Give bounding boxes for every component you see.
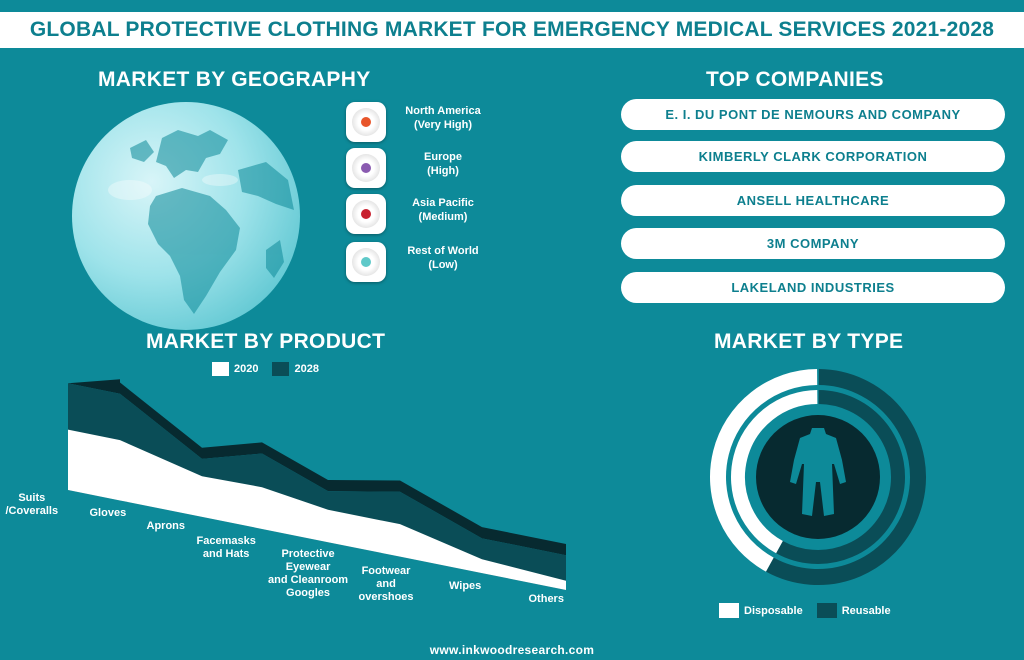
company-pill: 3M COMPANY [621,228,1005,259]
category-label: Aprons [146,520,186,532]
geo-label: Asia Pacific (Medium) [388,196,498,224]
geo-region-name: Rest of World [407,245,479,257]
geography-title: MARKET BY GEOGRAPHY [98,68,371,91]
company-pill: E. I. DU PONT DE NEMOURS AND COMPANY [621,99,1005,130]
type-title: MARKET BY TYPE [714,330,904,353]
legend-swatch-disposable [719,603,739,618]
geo-badge-icon [346,194,386,234]
geo-item: North America (Very High) [346,102,506,142]
category-label: Footwear and overshoes [358,565,414,603]
company-pill: KIMBERLY CLARK CORPORATION [621,141,1005,172]
disposable-arc [731,390,818,554]
category-label: Protective Eyewear and Cleanroom Googles [268,548,349,599]
legend-swatch-2028 [272,362,290,376]
geo-badge-icon [346,148,386,188]
geo-label: North America (Very High) [388,104,498,132]
legend-label-disposable: Disposable [744,604,803,617]
geo-region-name: Europe [424,151,462,163]
globe-icon [72,102,300,330]
product-area-chart [68,379,566,590]
geo-badge-icon [346,102,386,142]
geo-label: Rest of World (Low) [388,244,498,272]
legend-label-2020: 2020 [234,363,259,375]
geo-region-level: (High) [427,165,459,177]
series-2020-area [68,429,566,590]
type-donut-chart [710,369,926,585]
page-title: GLOBAL PROTECTIVE CLOTHING MARKET FOR EM… [0,12,1024,48]
legend-label-reusable: Reusable [841,604,891,617]
coverall-icon [790,428,846,516]
series-2028-area [68,383,566,590]
legend-swatch-2020 [212,362,229,376]
footer-url: www.inkwoodresearch.com [429,643,595,657]
category-label: Suits/Coveralls [5,492,59,517]
type-legend: Disposable Reusable [719,603,891,618]
category-label: Wipes [449,580,482,592]
legend-label-2028: 2028 [294,363,319,375]
product-legend: 2020 2028 [212,362,319,376]
category-label: Facemasks and Hats [196,535,256,560]
geo-region-name: North America [405,105,481,117]
geo-region-name: Asia Pacific [412,197,474,209]
geo-label: Europe (High) [388,150,498,178]
geo-item: Europe (High) [346,148,506,188]
reusable-arc [765,369,926,585]
geo-item: Asia Pacific (Medium) [346,194,506,234]
company-pill: LAKELAND INDUSTRIES [621,272,1005,303]
reusable-arc [776,390,905,564]
geo-badge-icon [346,242,386,282]
geo-region-level: (Low) [428,259,458,271]
disposable-arc [710,369,818,572]
top-margin [0,0,1024,12]
geo-region-level: (Medium) [418,211,468,223]
product-title: MARKET BY PRODUCT [146,330,386,353]
geo-item: Rest of World (Low) [346,242,506,282]
category-label: Others [528,593,564,605]
company-pill: ANSELL HEALTHCARE [621,185,1005,216]
legend-swatch-reusable [816,603,837,618]
series-2028-edge [68,379,566,556]
companies-title: TOP COMPANIES [706,68,884,91]
category-label: Gloves [89,507,127,519]
geo-region-level: (Very High) [413,119,473,131]
